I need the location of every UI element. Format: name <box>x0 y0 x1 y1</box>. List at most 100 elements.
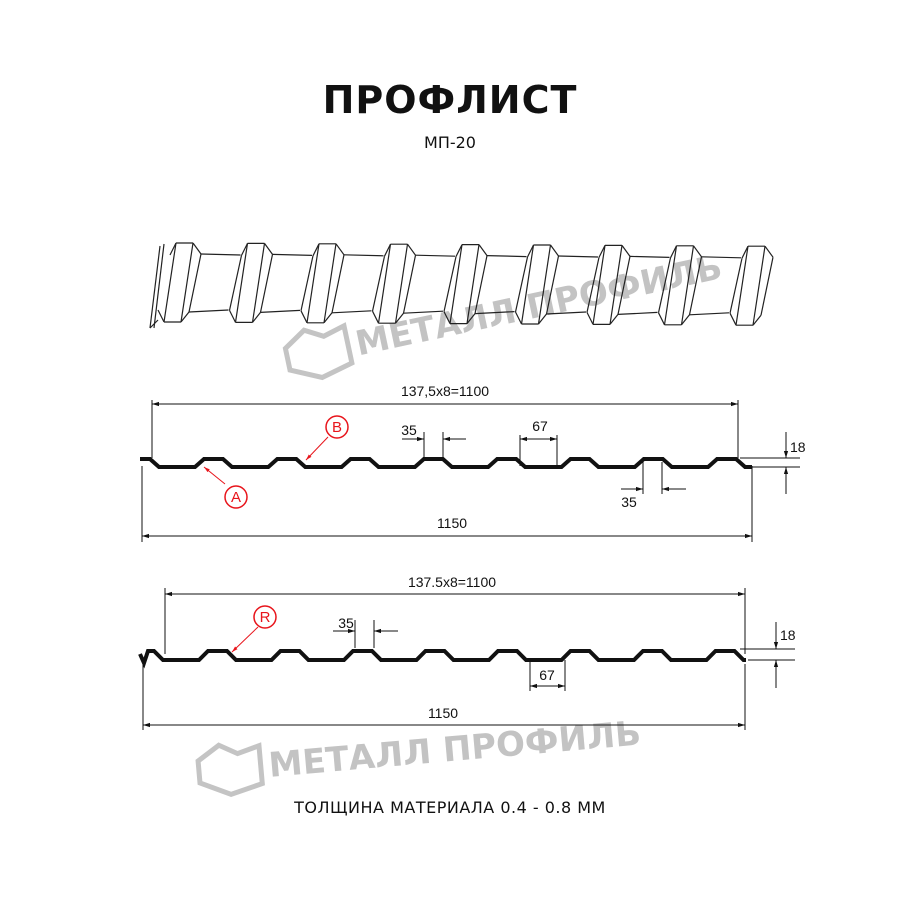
sheet-edge <box>760 257 774 316</box>
material-thickness-note: ТОЛЩИНА МАТЕРИАЛА 0.4 - 0.8 ММ <box>294 798 606 817</box>
profile-b: 137.5x8=1100 1150 35 67 18 R <box>138 574 796 730</box>
marker-a <box>224 485 248 509</box>
sheet-edge <box>466 313 476 324</box>
sheet-edge <box>157 309 165 323</box>
sheet-edge <box>526 244 535 258</box>
sheet-edge <box>617 311 658 315</box>
sheet-edge <box>466 244 480 324</box>
sheet-edge <box>272 253 313 256</box>
sheet-edge <box>474 255 488 314</box>
bottom-gap-label: 35 <box>621 494 637 510</box>
watermark-logo-icon <box>195 742 265 797</box>
sheet-edge <box>741 245 749 259</box>
sheet-edge <box>180 242 194 323</box>
sheet-edge <box>407 243 416 256</box>
sheet-edge <box>415 254 456 257</box>
sheet-edge <box>163 242 177 323</box>
sheet-edge <box>395 312 404 324</box>
watermark-logo-icon <box>282 322 355 381</box>
sheet-edge <box>609 314 619 325</box>
sheet-edge <box>383 243 392 257</box>
height-label: 18 <box>780 627 796 643</box>
sheet-edge <box>228 255 243 311</box>
sheet-edge <box>192 242 202 255</box>
watermark-bottom: МЕТАЛЛ ПРОФИЛЬ <box>195 713 643 797</box>
sheet-edge <box>514 256 529 313</box>
sheet-edge <box>681 314 690 326</box>
sheet-edge <box>545 255 560 315</box>
sheet-edge <box>188 309 229 313</box>
sheet-edge <box>629 255 670 258</box>
sheet-edge <box>323 243 337 323</box>
sheet-edge <box>449 244 463 324</box>
sheet-edge <box>251 243 266 323</box>
height-label: 18 <box>790 439 806 455</box>
watermark-text: МЕТАЛЛ ПРОФИЛЬ <box>267 713 643 785</box>
sheet-edge <box>688 256 703 315</box>
sheet-edge <box>394 244 409 324</box>
sheet-3d-view <box>149 242 774 329</box>
sheet-edge <box>693 245 702 258</box>
sheet-edge <box>300 255 314 311</box>
marker-b <box>325 415 349 439</box>
sheet-edge <box>550 244 559 257</box>
sheet-edge <box>537 244 552 325</box>
sheet-edge <box>234 243 249 323</box>
sheet-edge <box>609 245 623 325</box>
sheet-edge <box>586 257 600 313</box>
sheet-edge <box>729 258 743 314</box>
bottom-width-label: 67 <box>532 418 548 434</box>
sheet-edge <box>443 256 457 312</box>
sheet-edge <box>371 256 386 312</box>
sheet-edge <box>546 311 587 315</box>
sheet-edge <box>371 310 380 324</box>
sheet-edge <box>169 242 177 256</box>
profile-b-section <box>138 649 746 669</box>
sheet-edge <box>752 246 766 326</box>
sheet-edge <box>149 245 161 329</box>
profile-a: 137,5x8=1100 1150 35 67 35 18 A B <box>140 383 806 542</box>
sheet-edge <box>335 243 345 256</box>
sheet-edge <box>617 256 631 315</box>
sheet-edge <box>264 243 273 255</box>
sheet-edge <box>558 255 599 258</box>
marker-b-leader <box>305 436 329 461</box>
sheet-edge <box>520 244 535 325</box>
total-dimension-label: 1150 <box>437 515 467 531</box>
watermark-top: МЕТАЛЛ ПРОФИЛЬ <box>282 247 726 381</box>
sheet-edge <box>323 312 333 324</box>
sheet-edge <box>343 254 384 257</box>
sheet-edge <box>153 243 165 329</box>
sheet-edge <box>486 255 527 258</box>
pitch-dimension-label: 137,5x8=1100 <box>401 383 489 399</box>
sheet-edge <box>729 312 737 326</box>
sheet-edge <box>538 313 547 325</box>
sheet-edge <box>188 253 202 313</box>
sheet-edge <box>586 312 594 325</box>
sheet-edge <box>474 311 515 315</box>
sheet-edge <box>443 311 451 324</box>
sheet-edge <box>478 244 488 256</box>
sheet-edge <box>240 243 249 256</box>
sheet-edge <box>180 311 190 323</box>
profile-a-section <box>140 457 752 469</box>
bottom-width-label: 67 <box>539 667 555 683</box>
sheet-edge <box>514 311 523 325</box>
sheet-edge <box>377 244 392 324</box>
sheet-edge <box>455 244 463 257</box>
sheet-edge <box>312 243 320 257</box>
top-width-label: 35 <box>401 422 417 438</box>
page-subtitle: МП-20 <box>424 133 476 152</box>
sheet-edge <box>657 312 666 326</box>
sheet-edge <box>663 245 678 325</box>
total-dimension-label: 1150 <box>428 705 458 721</box>
sheet-edge <box>598 245 606 258</box>
sheet-edge <box>259 254 274 313</box>
marker-a-label: A <box>231 489 241 506</box>
sheet-edge <box>669 245 678 259</box>
top-width-label: 35 <box>338 615 354 631</box>
marker-a-leader <box>203 466 226 485</box>
page-title: ПРОФЛИСТ <box>322 78 578 122</box>
watermark-text: МЕТАЛЛ ПРОФИЛЬ <box>352 247 726 364</box>
sheet-edge <box>331 254 345 313</box>
